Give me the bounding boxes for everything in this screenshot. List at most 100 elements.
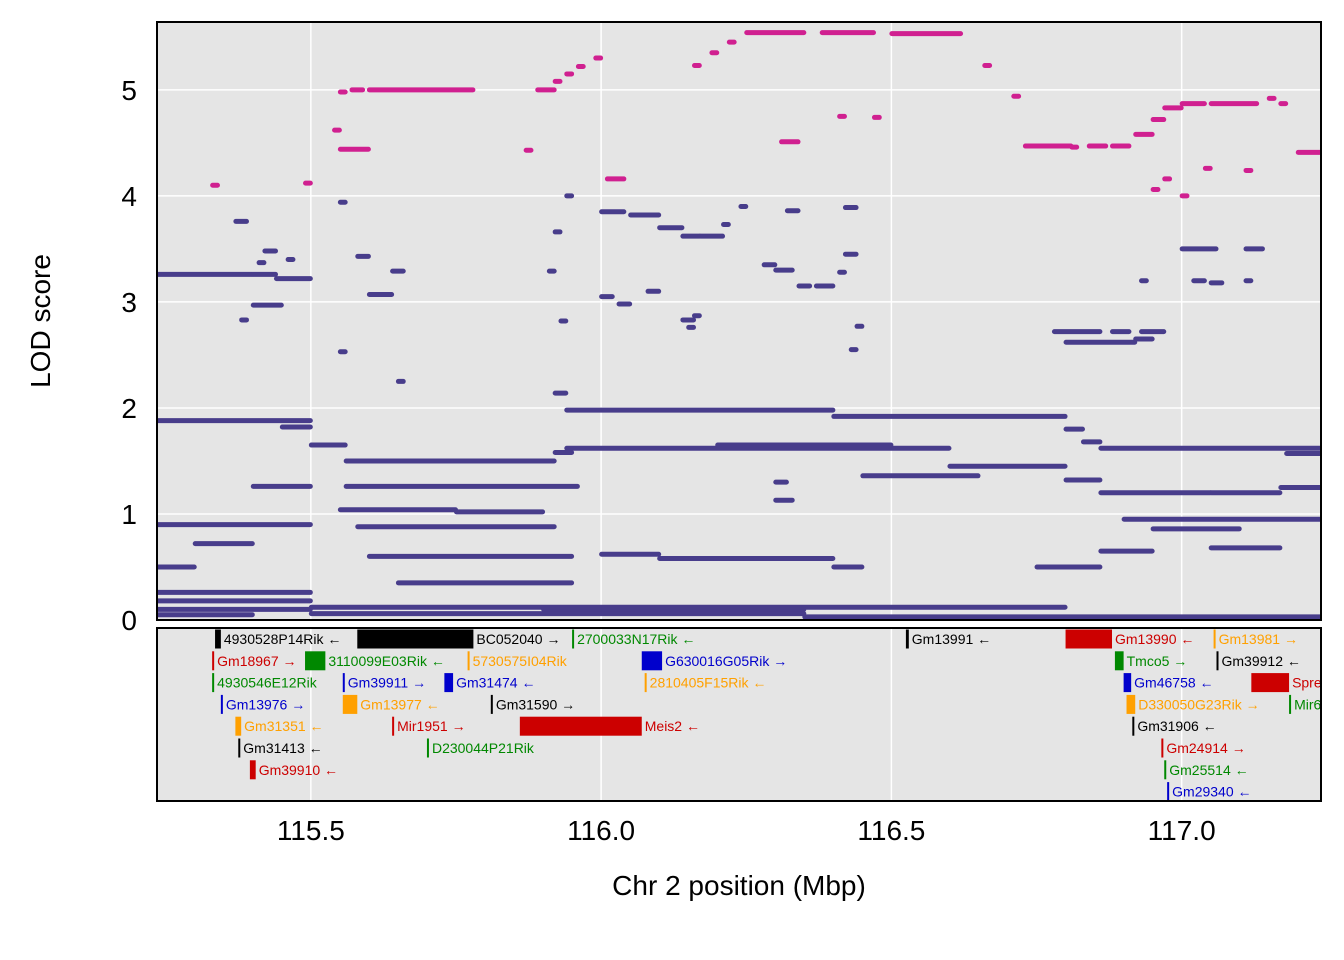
series-highlight-points	[303, 180, 313, 186]
series-main-points	[831, 413, 1068, 419]
gene-Gm46758: Gm46758 ←	[1123, 673, 1214, 693]
series-main-points	[279, 424, 313, 430]
series-main-points	[715, 442, 894, 448]
series-main-points	[250, 271, 279, 277]
series-main-points	[343, 458, 557, 464]
gene-bar	[1289, 694, 1292, 714]
series-highlight-points	[337, 89, 348, 95]
gene-bar	[644, 673, 647, 693]
gene-label: 4930546E12Rik	[217, 675, 318, 691]
series-main-points	[262, 248, 279, 254]
strand-arrow-icon: ←	[1231, 762, 1249, 778]
series-main-points	[337, 199, 348, 205]
gene-Gm39910: Gm39910 ←	[249, 760, 338, 780]
series-main-points	[1063, 339, 1138, 345]
series-main-points	[1284, 451, 1321, 457]
gene-panel-frame	[156, 627, 1322, 802]
series-highlight	[210, 30, 1321, 199]
series-main-points	[558, 318, 569, 324]
series-highlight-points	[1110, 143, 1132, 149]
series-main-points	[157, 606, 313, 612]
series-main-points	[157, 564, 197, 570]
series-main-points	[784, 208, 801, 214]
series-main-points	[616, 301, 633, 307]
strand-arrow-icon: ←	[306, 718, 324, 734]
series-highlight-points	[1202, 165, 1213, 171]
series-main-points	[657, 225, 685, 231]
series-main-points	[453, 509, 546, 515]
gene-Meis2: Meis2 ←	[519, 716, 700, 736]
gene-label: BC052040 →	[476, 631, 560, 647]
series-highlight-points	[1243, 167, 1254, 173]
series-main-points	[366, 291, 395, 297]
gene-bar	[1251, 673, 1290, 693]
series-main-points	[599, 294, 615, 300]
series-main-points	[233, 218, 249, 224]
gene-Spre: Spre	[1251, 673, 1321, 693]
gene-label: 3110099E03Rik ←	[328, 653, 445, 669]
gene-bar	[212, 673, 215, 693]
strand-arrow-icon: ←	[677, 631, 695, 647]
gene-bar	[220, 694, 223, 714]
series-main-points	[552, 390, 569, 396]
series-main-points	[1110, 329, 1132, 335]
series-main-points	[546, 268, 557, 274]
series-main-points	[285, 257, 296, 263]
strand-arrow-icon: ←	[422, 696, 440, 712]
gene-track: 4930528P14Rik ← BC052040 → 2700033N17Rik ←…	[212, 629, 1321, 801]
series-highlight-points	[1295, 149, 1321, 155]
series-main-points	[837, 269, 847, 275]
series-highlight-points	[1150, 187, 1161, 193]
series-highlight-points	[692, 62, 702, 68]
x-axis-title: Chr 2 position (Mbp)	[612, 870, 866, 901]
series-main-points	[1034, 564, 1103, 570]
series-main-points	[366, 553, 575, 559]
gene-Gm31906: Gm31906 ←	[1132, 716, 1217, 736]
gene-label: Gm13991 ←	[912, 631, 991, 647]
series-main-points	[157, 612, 255, 618]
series-main-points	[308, 442, 348, 448]
strand-arrow-icon: ←	[1234, 784, 1252, 800]
series-main-points	[250, 483, 313, 489]
series-highlight-points	[1208, 101, 1260, 107]
series-main-points	[1208, 490, 1283, 496]
gene-label: D330050G23Rik →	[1138, 696, 1259, 712]
series-highlight-points	[535, 87, 557, 93]
series-main-points	[157, 522, 313, 528]
series-highlight-points	[1179, 101, 1207, 107]
series-main-points	[796, 283, 813, 289]
gene-label: Mir1951 →	[397, 718, 465, 734]
series-main-points	[157, 418, 313, 424]
series-highlight-points	[709, 50, 720, 56]
series-main	[157, 193, 1321, 620]
series-main-points	[599, 209, 627, 215]
gene-bar	[519, 716, 642, 736]
gene-label: Gm39911 →	[348, 675, 426, 691]
series-main-points	[947, 463, 1068, 469]
series-main-points	[239, 317, 249, 323]
gene-bar	[1132, 716, 1135, 736]
series-main-points	[564, 193, 575, 199]
gene-bar	[490, 694, 493, 714]
series-main-points	[157, 271, 255, 277]
gene-label: Gm13990 ←	[1115, 631, 1194, 647]
series-highlight-points	[889, 31, 964, 37]
gene-D230044P21Rik: D230044P21Rik	[426, 738, 535, 758]
series-main-points	[1098, 445, 1321, 451]
series-main-points	[680, 317, 697, 323]
series-main-points	[1139, 278, 1149, 284]
x-axis-ticks: 115.5 116.0 116.5 117.0	[277, 815, 1216, 846]
series-main-points	[1191, 278, 1207, 284]
gene-bar	[905, 629, 909, 649]
series-highlight-points	[1011, 93, 1022, 99]
series-main-points	[390, 268, 406, 274]
strand-arrow-icon: ←	[682, 718, 700, 734]
gene-bar	[1114, 651, 1124, 671]
y-tick-label: 0	[121, 605, 137, 636]
gene-2700033N17Rik: 2700033N17Rik ←	[572, 629, 695, 649]
gene-label: Gm31351 ←	[244, 718, 323, 734]
series-main-points	[552, 229, 563, 235]
series-highlight-points	[726, 39, 737, 45]
series-main-points	[599, 551, 662, 557]
gene-label: Gm31906 ←	[1137, 718, 1216, 734]
